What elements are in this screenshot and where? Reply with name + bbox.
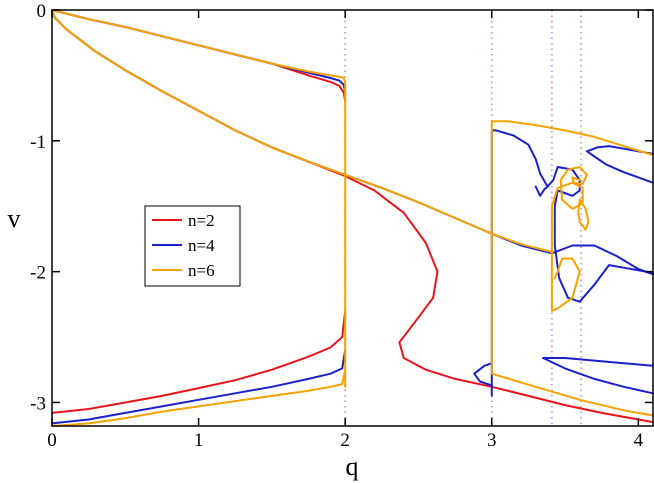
series-line <box>490 372 654 417</box>
x-axis-title: q <box>346 452 359 481</box>
x-tick-label: 2 <box>340 430 350 451</box>
y-tick-label: 0 <box>37 1 47 22</box>
plot-area <box>51 9 654 427</box>
series-n=6 <box>51 9 654 427</box>
series-line <box>490 129 654 397</box>
y-tick-label: -2 <box>30 263 46 284</box>
series-line <box>51 9 553 253</box>
series-line <box>534 185 549 197</box>
series-line <box>542 357 654 395</box>
series-line <box>51 349 347 425</box>
series-line <box>51 9 347 83</box>
legend-label: n=2 <box>188 211 215 230</box>
series-line <box>586 150 654 184</box>
series-line <box>550 251 581 312</box>
series-line <box>577 198 590 231</box>
y-axis-title: v <box>8 204 21 233</box>
series-line <box>550 166 588 253</box>
series-line <box>51 309 347 414</box>
plot-frame <box>51 9 654 427</box>
x-tick-label: 4 <box>634 430 644 451</box>
y-tick-label: -3 <box>30 393 46 414</box>
series-line <box>51 368 347 427</box>
series-line <box>542 357 654 367</box>
x-tick-label: 1 <box>194 430 204 451</box>
legend: n=2 n=4 n=6 <box>144 205 241 287</box>
legend-label: n=4 <box>188 236 215 255</box>
axis-ticks: 0 1 2 3 4 0 -1 -2 -3 <box>30 1 653 451</box>
series-line <box>490 120 654 375</box>
x-tick-label: 3 <box>487 430 497 451</box>
legend-label: n=6 <box>188 261 215 280</box>
x-tick-label: 0 <box>47 430 57 451</box>
y-tick-label: -1 <box>30 132 46 153</box>
series-line <box>473 362 493 387</box>
